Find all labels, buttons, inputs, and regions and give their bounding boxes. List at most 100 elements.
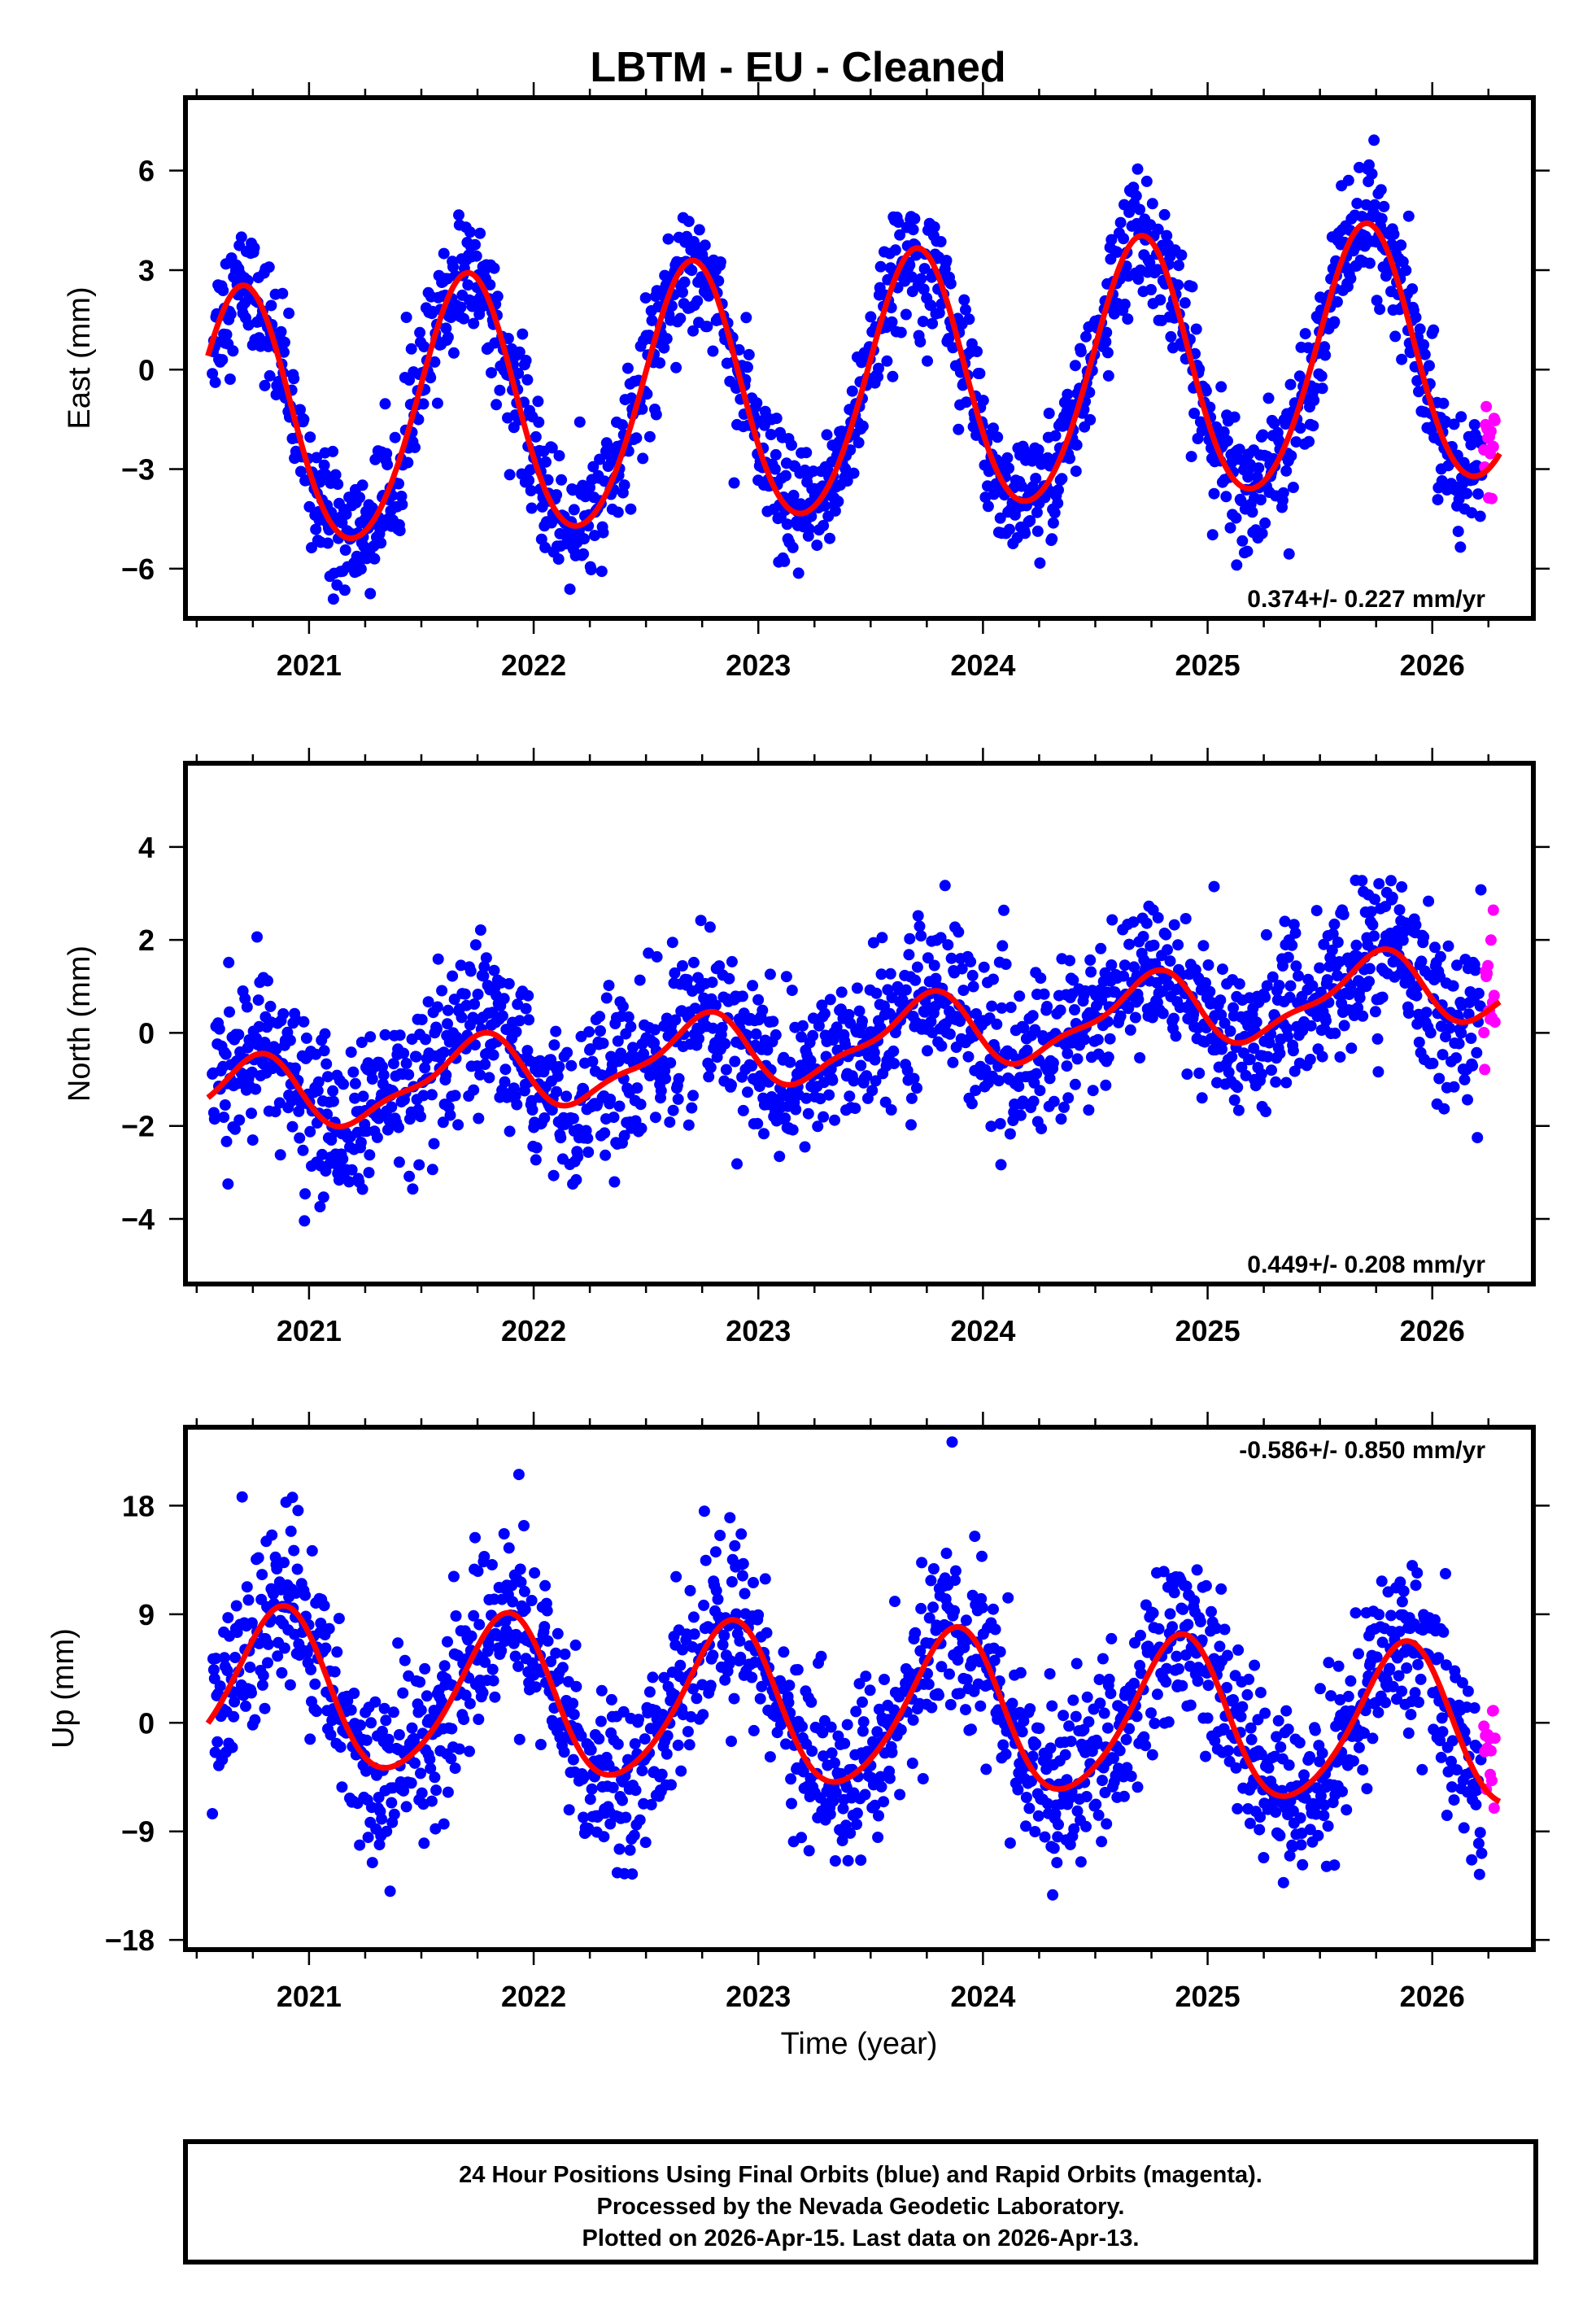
final-orbit-point [1003, 462, 1015, 474]
final-orbit-point [927, 317, 939, 330]
final-orbit-point [276, 1666, 288, 1679]
final-orbit-point [900, 984, 912, 996]
final-orbit-point [207, 1664, 220, 1676]
final-orbit-point [699, 239, 711, 251]
final-orbit-point [468, 1609, 480, 1622]
final-orbit-point [617, 1705, 630, 1718]
final-orbit-point [1287, 482, 1299, 493]
rapid-orbit-point [1485, 934, 1497, 946]
x-tick-label: 2026 [1400, 649, 1465, 682]
final-orbit-point [998, 904, 1009, 916]
final-orbit-point [241, 1581, 253, 1593]
final-orbit-point [292, 1505, 304, 1517]
final-orbit-point [283, 308, 295, 319]
final-orbit-point [1006, 1697, 1018, 1710]
final-orbit-point [1433, 1072, 1446, 1085]
final-orbit-point [1363, 976, 1375, 988]
final-orbit-point [1402, 210, 1415, 222]
final-orbit-point [570, 1680, 582, 1692]
final-orbit-point [737, 1104, 749, 1116]
final-orbit-point [751, 397, 763, 409]
final-orbit-point [291, 1563, 303, 1575]
final-orbit-point [453, 209, 464, 221]
final-orbit-point [396, 499, 408, 510]
final-orbit-point [1068, 1823, 1080, 1835]
final-orbit-point [846, 385, 858, 397]
final-orbit-point [286, 1120, 299, 1133]
final-orbit-point [844, 1090, 856, 1103]
final-orbit-point [1360, 199, 1372, 211]
final-orbit-point [1084, 387, 1096, 399]
final-orbit-point [662, 233, 674, 245]
final-orbit-point [598, 1831, 610, 1843]
final-orbit-point [948, 1605, 961, 1617]
final-orbit-point [971, 346, 983, 357]
final-orbit-point [1049, 507, 1061, 519]
final-orbit-point [360, 1734, 373, 1746]
final-orbit-point [697, 1709, 709, 1721]
final-orbit-point [1228, 1694, 1239, 1705]
final-orbit-point [1014, 1109, 1027, 1121]
final-orbit-point [918, 283, 930, 295]
final-orbit-point [748, 1724, 760, 1736]
final-orbit-point [436, 1696, 448, 1708]
final-orbit-point [764, 1751, 776, 1763]
final-orbit-point [1434, 950, 1446, 963]
final-orbit-point [1216, 963, 1228, 976]
final-orbit-point [444, 1109, 456, 1121]
final-orbit-point [368, 552, 381, 565]
final-orbit-point [942, 939, 954, 951]
final-orbit-point [904, 932, 916, 945]
final-orbit-point [1356, 875, 1368, 887]
final-orbit-point [312, 1085, 324, 1097]
final-orbit-point [857, 1696, 868, 1708]
final-orbit-point [298, 413, 310, 426]
final-orbit-point [1270, 1806, 1282, 1819]
final-orbit-point [865, 311, 877, 323]
final-orbit-point [691, 1692, 703, 1705]
final-orbit-point [366, 1073, 378, 1085]
final-orbit-point [530, 1681, 542, 1693]
final-orbit-point [646, 314, 658, 326]
final-orbit-point [1471, 1046, 1483, 1059]
final-orbit-point [246, 1134, 259, 1146]
final-orbit-point [564, 583, 576, 596]
final-orbit-point [1350, 939, 1363, 951]
final-orbit-point [673, 1072, 685, 1085]
final-orbit-point [949, 1574, 961, 1587]
final-orbit-point [975, 1700, 987, 1712]
final-orbit-point [1468, 419, 1480, 430]
final-orbit-point [1279, 915, 1291, 928]
final-orbit-point [1075, 1856, 1087, 1868]
final-orbit-point [1396, 881, 1408, 893]
final-orbit-point [835, 1767, 847, 1780]
final-orbit-point [340, 508, 352, 520]
final-orbit-point [735, 1651, 747, 1663]
final-orbit-point [1277, 487, 1289, 499]
final-orbit-point [504, 469, 516, 481]
final-orbit-point [1240, 1069, 1252, 1081]
final-orbit-point [716, 1021, 728, 1033]
final-orbit-point [634, 1098, 647, 1111]
final-orbit-point [796, 1020, 809, 1032]
final-orbit-point [595, 566, 608, 578]
final-orbit-point [974, 368, 986, 379]
final-orbit-point [917, 1773, 929, 1784]
final-orbit-point [1414, 323, 1426, 335]
final-orbit-point [1262, 1762, 1275, 1774]
final-orbit-point [1440, 415, 1451, 427]
final-orbit-point [757, 1004, 769, 1016]
final-orbit-point [464, 226, 476, 238]
final-orbit-point [1472, 987, 1485, 999]
final-orbit-point [1385, 1609, 1397, 1622]
final-orbit-point [992, 1075, 1005, 1087]
final-orbit-point [886, 316, 898, 328]
rapid-orbit-point [1487, 904, 1499, 916]
final-orbit-point [824, 532, 835, 544]
final-orbit-point [851, 1819, 862, 1830]
final-orbit-point [839, 1737, 851, 1749]
final-orbit-point [1249, 1659, 1261, 1671]
final-orbit-point [1475, 884, 1487, 896]
